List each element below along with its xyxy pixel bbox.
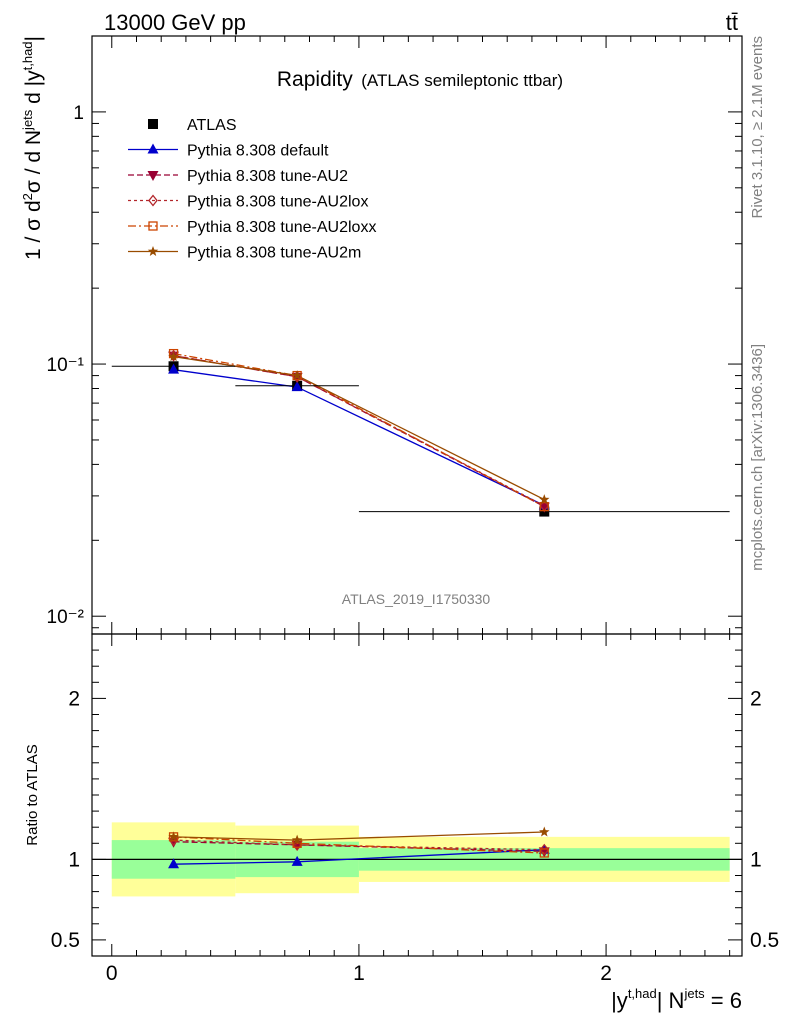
ratio-point-au2loxx <box>539 848 549 858</box>
legend-label-data: ATLAS <box>187 117 237 134</box>
y-tick-label: 1 <box>68 848 80 871</box>
legend-label-au2lox: Pythia 8.308 tune-AU2lox <box>187 194 368 211</box>
legend-label-au2loxx: Pythia 8.308 tune-AU2loxx <box>187 219 376 236</box>
y-tick-label-right: 1 <box>750 848 762 871</box>
point-default <box>291 381 303 392</box>
y-axis-label-main: 1 / σ d2σ / d Njets d |yt,had| <box>20 36 45 260</box>
header-right: tt̄ <box>726 10 738 35</box>
ratio-point-au2lox <box>539 843 550 856</box>
plot-title: Rapidity (ATLAS semileptonic ttbar) <box>277 68 563 91</box>
ratio-point-au2m <box>539 826 550 837</box>
plot-title-main: Rapidity <box>277 68 353 91</box>
mcplots-label: mcplots.cern.ch [arXiv:1306.3436] <box>749 344 766 571</box>
ratio-line-au2loxx <box>173 836 545 854</box>
legend-marker-default <box>147 143 159 154</box>
legend-label-au2: Pythia 8.308 tune-AU2 <box>187 168 348 185</box>
x-tick-label: 2 <box>600 962 612 985</box>
y-tick-label: 1 <box>73 103 84 124</box>
legend-marker-au2loxx <box>148 221 158 231</box>
header-left: 13000 GeV pp <box>104 10 246 35</box>
y-tick-label-right: 2 <box>750 687 762 710</box>
series-line-au2loxx <box>173 352 545 508</box>
ratio-line-au2lox <box>173 839 545 851</box>
point-au2loxx <box>539 501 549 512</box>
series-line-au2 <box>173 354 545 508</box>
ratio-point-au2lox <box>168 834 179 847</box>
legend: ATLAS Pythia 8.308 default Pythia 8.308 tu… <box>128 117 376 262</box>
ratio-frame <box>91 633 743 957</box>
legend-label-au2m: Pythia 8.308 tune-AU2m <box>187 245 361 262</box>
ratio-point-au2m <box>168 831 179 842</box>
rivet-label: Rivet 3.1.10, ≥ 2.1M events <box>749 36 766 219</box>
series-line-default <box>173 369 545 506</box>
legend-marker-au2 <box>147 171 159 181</box>
point-au2m <box>539 494 550 505</box>
y-tick-label: 10⁻¹ <box>47 355 85 376</box>
legend-label-default: Pythia 8.308 default <box>187 143 329 160</box>
ratio-point-default <box>291 855 303 866</box>
legend-marker-data <box>148 119 158 129</box>
y-tick-label-right: 0.5 <box>750 929 779 952</box>
legend-marker-au2m <box>147 246 159 256</box>
legend-marker-au2lox <box>148 194 158 207</box>
x-tick-label: 1 <box>353 962 365 985</box>
analysis-watermark: ATLAS_2019_I1750330 <box>342 591 491 607</box>
ratio-panel: 0 1 2 0.5 0.5 1 1 2 2 <box>51 633 779 985</box>
point-au2m <box>168 351 179 362</box>
y-tick-label: 0.5 <box>51 929 80 952</box>
y-tick-label: 2 <box>68 687 80 710</box>
y-axis-label-ratio: Ratio to ATLAS <box>24 744 41 845</box>
plot-title-sub: (ATLAS semileptonic ttbar) <box>361 71 563 90</box>
point-default <box>168 363 180 374</box>
ratio-point-au2m <box>291 834 303 845</box>
point-au2lox <box>168 349 179 362</box>
x-tick-label: 0 <box>106 962 118 985</box>
y-tick-label: 10⁻² <box>47 607 85 628</box>
point-au2m <box>291 370 303 381</box>
x-axis-label: |yt,had| Njets = 6 <box>611 986 742 1013</box>
ratio-point-default <box>168 858 180 869</box>
